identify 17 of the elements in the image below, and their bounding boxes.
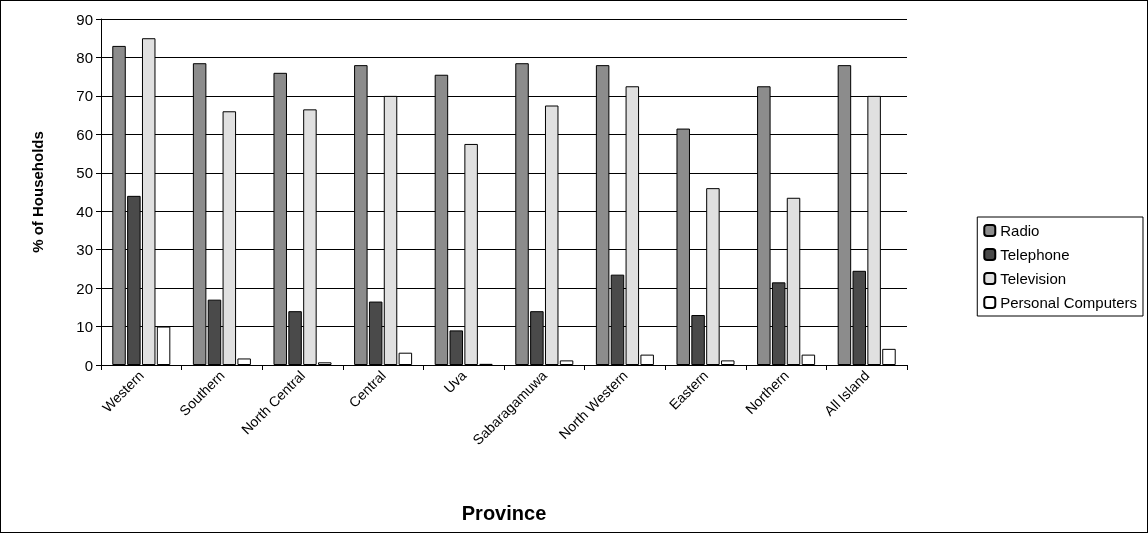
y-tick-label: 70: [76, 87, 93, 105]
x-tick-label: Uva: [440, 367, 470, 397]
legend-label: Radio: [1000, 222, 1040, 239]
y-tick-label: 30: [76, 241, 93, 259]
y-tick-label: 40: [76, 202, 93, 220]
y-tick-label: 50: [76, 164, 93, 182]
y-tick-label: 20: [76, 279, 93, 297]
y-tick-label: 60: [76, 125, 93, 143]
y-tick-label: 0: [84, 356, 93, 374]
x-axis-title: Province: [461, 502, 547, 524]
legend-label: Television: [1000, 270, 1067, 287]
legend-label: Telephone: [1000, 246, 1070, 263]
y-tick-label: 80: [76, 48, 93, 66]
y-tick-label: 10: [76, 318, 93, 336]
legend-label: Personal Computers: [1000, 294, 1138, 311]
y-tick-label: 90: [76, 10, 93, 28]
y-axis-title: % of Households: [29, 131, 46, 253]
